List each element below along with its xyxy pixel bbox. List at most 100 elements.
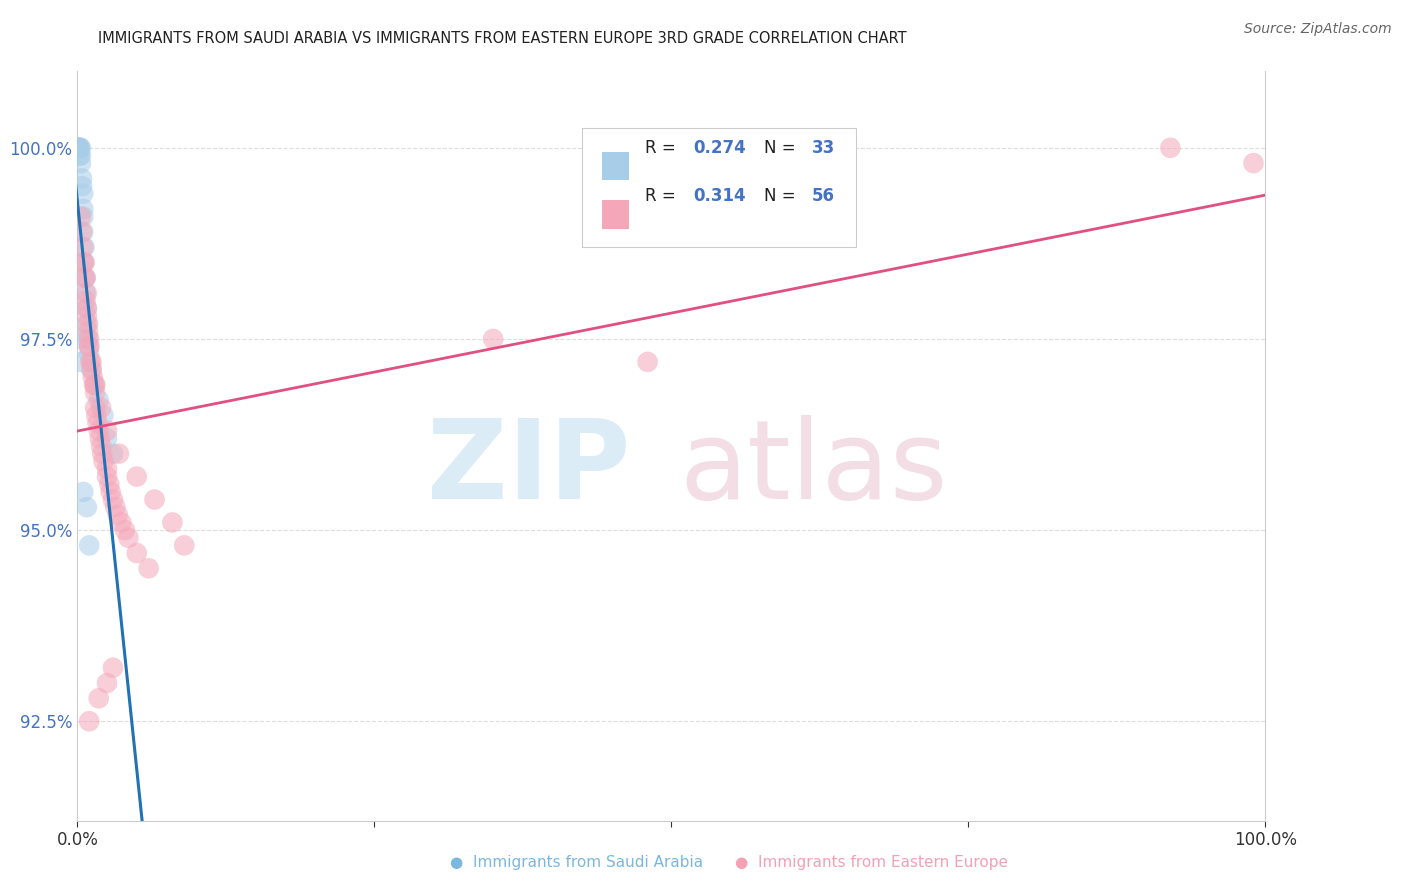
Point — [91, 447, 114, 461]
Point — [87, 393, 110, 408]
Point — [67, 141, 90, 155]
Point — [86, 409, 108, 423]
Point — [76, 301, 98, 316]
Point — [138, 561, 160, 575]
Point — [77, 332, 100, 346]
Point — [143, 492, 166, 507]
Point — [162, 516, 184, 530]
Point — [75, 270, 97, 285]
Point — [1159, 141, 1181, 155]
Point — [101, 492, 124, 507]
Point — [96, 462, 118, 476]
Point — [75, 270, 97, 285]
Point — [76, 317, 98, 331]
Point — [77, 332, 100, 346]
Point — [84, 377, 107, 392]
Point — [76, 309, 98, 323]
Point — [173, 538, 195, 552]
Point — [77, 714, 100, 729]
Point — [82, 370, 104, 384]
Point — [90, 439, 112, 453]
Point — [637, 355, 659, 369]
Point — [70, 179, 93, 194]
Text: 0.274: 0.274 — [693, 139, 745, 157]
Point — [101, 661, 124, 675]
Point — [89, 431, 111, 445]
Point — [72, 484, 94, 499]
Point — [77, 538, 100, 552]
Point — [110, 516, 132, 530]
Point — [84, 385, 107, 400]
FancyBboxPatch shape — [602, 152, 628, 180]
Point — [98, 477, 121, 491]
FancyBboxPatch shape — [602, 200, 628, 228]
Point — [73, 255, 96, 269]
Point — [72, 202, 94, 216]
Point — [107, 508, 129, 522]
Point — [73, 240, 96, 254]
Text: IMMIGRANTS FROM SAUDI ARABIA VS IMMIGRANTS FROM EASTERN EUROPE 3RD GRADE CORRELA: IMMIGRANTS FROM SAUDI ARABIA VS IMMIGRAN… — [98, 31, 907, 46]
Point — [1243, 156, 1265, 170]
Point — [87, 691, 110, 706]
Text: R =: R = — [645, 139, 682, 157]
Point — [87, 424, 110, 438]
Point — [96, 676, 118, 690]
Point — [77, 347, 100, 361]
Point — [70, 225, 93, 239]
Text: 0.314: 0.314 — [693, 187, 745, 205]
Point — [96, 424, 118, 438]
Point — [79, 355, 101, 369]
Point — [108, 447, 131, 461]
Point — [77, 324, 100, 338]
Point — [75, 286, 97, 301]
Point — [93, 409, 115, 423]
Point — [75, 293, 97, 308]
Point — [72, 240, 94, 254]
Text: 33: 33 — [811, 139, 835, 157]
Point — [76, 286, 98, 301]
Point — [77, 317, 100, 331]
Point — [73, 255, 96, 269]
Point — [80, 362, 103, 376]
Text: ●  Immigrants from Saudi Arabia: ● Immigrants from Saudi Arabia — [450, 855, 703, 870]
FancyBboxPatch shape — [582, 128, 855, 247]
Point — [69, 141, 91, 155]
Point — [90, 401, 112, 415]
Point — [76, 301, 98, 316]
Point — [72, 225, 94, 239]
Text: 56: 56 — [811, 187, 835, 205]
Point — [70, 355, 93, 369]
Point — [482, 332, 505, 346]
Text: N =: N = — [763, 187, 801, 205]
Point — [73, 270, 96, 285]
Point — [77, 340, 100, 354]
Point — [114, 523, 136, 537]
Point — [84, 401, 107, 415]
Point — [100, 484, 122, 499]
Text: R =: R = — [645, 187, 682, 205]
Point — [101, 447, 124, 461]
Point — [69, 148, 91, 162]
Point — [83, 377, 105, 392]
Point — [117, 531, 139, 545]
Point — [80, 362, 103, 376]
Point — [96, 431, 118, 445]
Point — [69, 332, 91, 346]
Point — [67, 141, 90, 155]
Point — [86, 416, 108, 430]
Text: atlas: atlas — [679, 415, 948, 522]
Point — [125, 546, 148, 560]
Text: Source: ZipAtlas.com: Source: ZipAtlas.com — [1244, 22, 1392, 37]
Point — [70, 210, 93, 224]
Point — [96, 469, 118, 483]
Point — [70, 171, 93, 186]
Point — [69, 141, 91, 155]
Point — [125, 469, 148, 483]
Point — [72, 210, 94, 224]
Point — [72, 255, 94, 269]
Point — [84, 377, 107, 392]
Point — [72, 186, 94, 201]
Text: N =: N = — [763, 139, 801, 157]
Point — [104, 500, 127, 515]
Point — [70, 148, 93, 162]
